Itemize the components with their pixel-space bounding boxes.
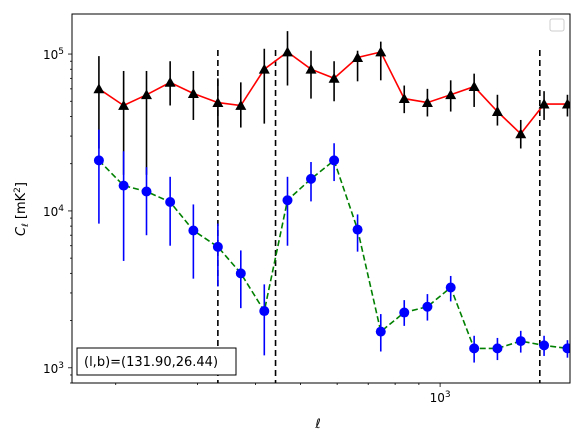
data-point-circle xyxy=(562,343,570,354)
data-point-circle xyxy=(422,301,433,312)
data-point-circle xyxy=(305,173,316,184)
data-point-circle xyxy=(539,340,550,351)
data-point-circle xyxy=(188,225,199,236)
y-tick-label: 104 xyxy=(43,204,64,219)
data-point-triangle xyxy=(375,46,387,57)
svg-text:Cℓ [mK2]: Cℓ [mK2] xyxy=(13,182,31,236)
data-point-triangle xyxy=(491,106,503,116)
data-point-circle xyxy=(235,268,246,279)
data-point-triangle xyxy=(187,88,199,98)
axis-ticks: 103 103 104 105 xyxy=(43,47,451,405)
y-tick-label: 105 xyxy=(43,47,64,62)
data-point-triangle xyxy=(281,46,293,57)
data-point-circle xyxy=(141,186,152,197)
data-point-circle xyxy=(93,155,104,166)
data-point-circle xyxy=(259,306,270,317)
y-tick-label: 103 xyxy=(43,361,64,376)
data-point-circle xyxy=(329,155,340,166)
data-point-triangle xyxy=(561,98,570,109)
data-point-triangle xyxy=(93,83,105,94)
data-point-triangle xyxy=(258,63,270,74)
data-point-circle xyxy=(492,343,503,354)
data-point-triangle xyxy=(468,81,480,92)
data-point-circle xyxy=(399,307,410,318)
data-point-triangle xyxy=(305,63,317,74)
data-point-triangle xyxy=(235,99,247,110)
data-point-triangle xyxy=(515,128,527,139)
data-point-triangle xyxy=(445,89,457,100)
data-point-circle xyxy=(469,343,480,354)
data-point-triangle xyxy=(164,76,176,87)
data-point-circle xyxy=(515,336,526,347)
data-point-circle xyxy=(282,195,293,206)
data-point-circle xyxy=(165,196,176,207)
x-tick-label: 103 xyxy=(430,390,451,405)
annotation-box: (l,b)=(131.90,26.44) xyxy=(76,347,237,376)
axes-frame xyxy=(71,13,571,384)
data-point-triangle xyxy=(352,52,364,62)
plot-area xyxy=(93,31,570,383)
plot-content xyxy=(93,31,570,383)
x-axis-label: ℓ xyxy=(314,417,320,432)
data-point-triangle xyxy=(118,99,130,110)
series-triangle xyxy=(93,31,570,175)
data-point-triangle xyxy=(212,97,224,108)
data-point-circle xyxy=(118,180,129,191)
series-line xyxy=(98,159,570,350)
legend-box xyxy=(549,18,565,32)
data-point-circle xyxy=(212,241,223,252)
annotation-text: (l,b)=(131.90,26.44) xyxy=(84,355,218,370)
data-point-triangle xyxy=(141,89,153,100)
y-axis-label: Cℓ [mK2] xyxy=(13,182,31,236)
data-point-circle xyxy=(352,224,363,235)
series-line xyxy=(98,51,570,135)
data-point-triangle xyxy=(538,98,550,109)
data-point-circle xyxy=(375,326,386,337)
data-point-triangle xyxy=(328,72,340,83)
data-point-circle xyxy=(445,282,456,293)
series-circle xyxy=(93,129,570,363)
data-point-triangle xyxy=(398,93,410,103)
data-point-triangle xyxy=(421,97,433,108)
